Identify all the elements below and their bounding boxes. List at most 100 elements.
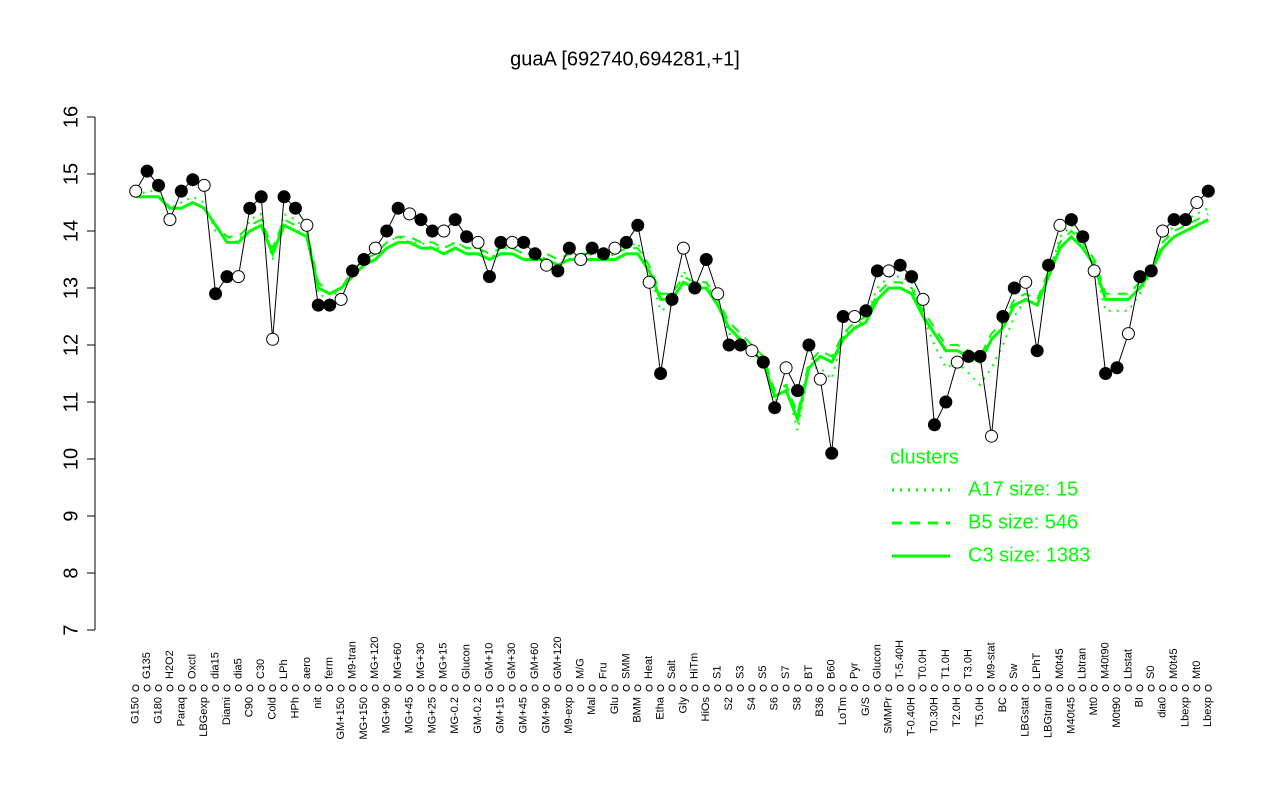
x-tick-label: M9-exp xyxy=(563,697,575,734)
data-point xyxy=(551,264,565,278)
data-point xyxy=(916,292,930,306)
x-marker xyxy=(360,684,368,692)
x-tick-label: SMMPr xyxy=(883,697,895,734)
data-point xyxy=(243,201,257,215)
x-tick-label: S1 xyxy=(712,666,724,679)
data-point xyxy=(1030,344,1044,358)
data-point xyxy=(1156,224,1170,238)
x-tick-label: MG-0.2 xyxy=(449,697,461,734)
x-marker xyxy=(485,684,493,692)
x-marker xyxy=(440,684,448,692)
x-tick-label: GM+15 xyxy=(495,697,507,733)
x-tick-label: GM-0.2 xyxy=(472,697,484,734)
data-point xyxy=(539,258,553,272)
x-tick-label: MG+25 xyxy=(426,697,438,733)
x-tick-label: Cold xyxy=(267,697,279,720)
x-marker xyxy=(645,684,653,692)
data-point xyxy=(209,287,223,301)
x-marker xyxy=(337,684,345,692)
data-point xyxy=(368,241,382,255)
data-point xyxy=(311,298,325,312)
x-marker xyxy=(1159,684,1167,692)
x-tick-label: Diami xyxy=(221,697,233,725)
x-marker xyxy=(326,684,334,692)
x-marker xyxy=(1079,684,1087,692)
x-tick-label: Oxctl xyxy=(187,654,199,679)
x-tick-label: T2.0H xyxy=(951,697,963,727)
x-marker xyxy=(417,684,425,692)
data-point xyxy=(1178,213,1192,227)
x-tick-label: T0.30H xyxy=(928,697,940,733)
x-tick-label: S0 xyxy=(1145,666,1157,679)
cluster-line xyxy=(135,195,1209,425)
x-marker xyxy=(1090,684,1098,692)
data-point xyxy=(688,281,702,295)
x-tick-label: GM+10 xyxy=(483,643,495,679)
x-tick-label: MG+15 xyxy=(438,643,450,679)
data-point xyxy=(1201,184,1215,198)
data-point xyxy=(482,270,496,284)
data-point xyxy=(1144,264,1158,278)
data-point xyxy=(574,253,588,266)
x-marker xyxy=(406,684,414,692)
x-tick-label: Lbstat xyxy=(1122,649,1134,679)
x-marker xyxy=(371,684,379,692)
x-marker xyxy=(782,684,790,692)
data-point xyxy=(927,418,941,432)
data-point xyxy=(802,338,816,352)
x-tick-label: T3.0H xyxy=(963,649,975,679)
x-marker xyxy=(314,684,322,692)
x-marker xyxy=(463,684,471,692)
x-marker xyxy=(942,684,950,692)
data-point xyxy=(425,224,439,238)
x-marker xyxy=(1010,684,1018,692)
x-marker xyxy=(873,684,881,692)
data-point xyxy=(186,173,200,187)
data-point xyxy=(528,247,542,261)
x-marker xyxy=(622,684,630,692)
x-marker xyxy=(862,684,870,692)
data-point xyxy=(266,332,280,346)
data-point xyxy=(813,372,827,386)
data-point xyxy=(665,292,679,306)
x-tick-label: LPhT xyxy=(1031,652,1043,679)
x-marker xyxy=(303,684,311,692)
data-point xyxy=(300,218,314,232)
x-tick-label: Gly xyxy=(677,697,689,714)
x-marker xyxy=(748,684,756,692)
x-marker xyxy=(679,684,687,692)
x-marker xyxy=(349,684,357,692)
data-point xyxy=(1076,230,1090,244)
y-tick-label: 12 xyxy=(60,334,82,356)
x-marker xyxy=(657,684,665,692)
x-tick-label: BC xyxy=(997,697,1009,712)
x-tick-label: T-0.40H xyxy=(906,697,918,736)
y-tick-label: 15 xyxy=(60,163,82,185)
data-point xyxy=(779,361,793,375)
x-marker xyxy=(269,684,277,692)
x-marker xyxy=(1170,684,1178,692)
x-tick-label: BMM xyxy=(632,697,644,723)
x-tick-label: MG+30 xyxy=(415,643,427,679)
chart-title: guaA [692740,694281,+1] xyxy=(510,48,740,70)
x-tick-label: H2O2 xyxy=(164,650,176,679)
x-marker xyxy=(200,684,208,692)
x-marker xyxy=(1067,684,1075,692)
x-tick-label: GM+60 xyxy=(529,643,541,679)
legend-title: clusters xyxy=(890,446,959,468)
x-marker xyxy=(759,684,767,692)
x-marker xyxy=(725,684,733,692)
x-marker xyxy=(166,684,174,692)
x-marker xyxy=(999,684,1007,692)
x-marker xyxy=(668,684,676,692)
data-point xyxy=(939,395,953,409)
data-point xyxy=(996,310,1010,323)
x-tick-label: GM+90 xyxy=(540,697,552,733)
x-tick-label: Mt0 xyxy=(1191,661,1203,679)
x-marker xyxy=(1181,684,1189,692)
x-tick-label: C30 xyxy=(255,659,267,679)
x-tick-label: GM+45 xyxy=(518,697,530,733)
y-tick-label: 8 xyxy=(60,567,82,578)
data-point xyxy=(745,344,759,358)
x-marker xyxy=(542,684,550,692)
